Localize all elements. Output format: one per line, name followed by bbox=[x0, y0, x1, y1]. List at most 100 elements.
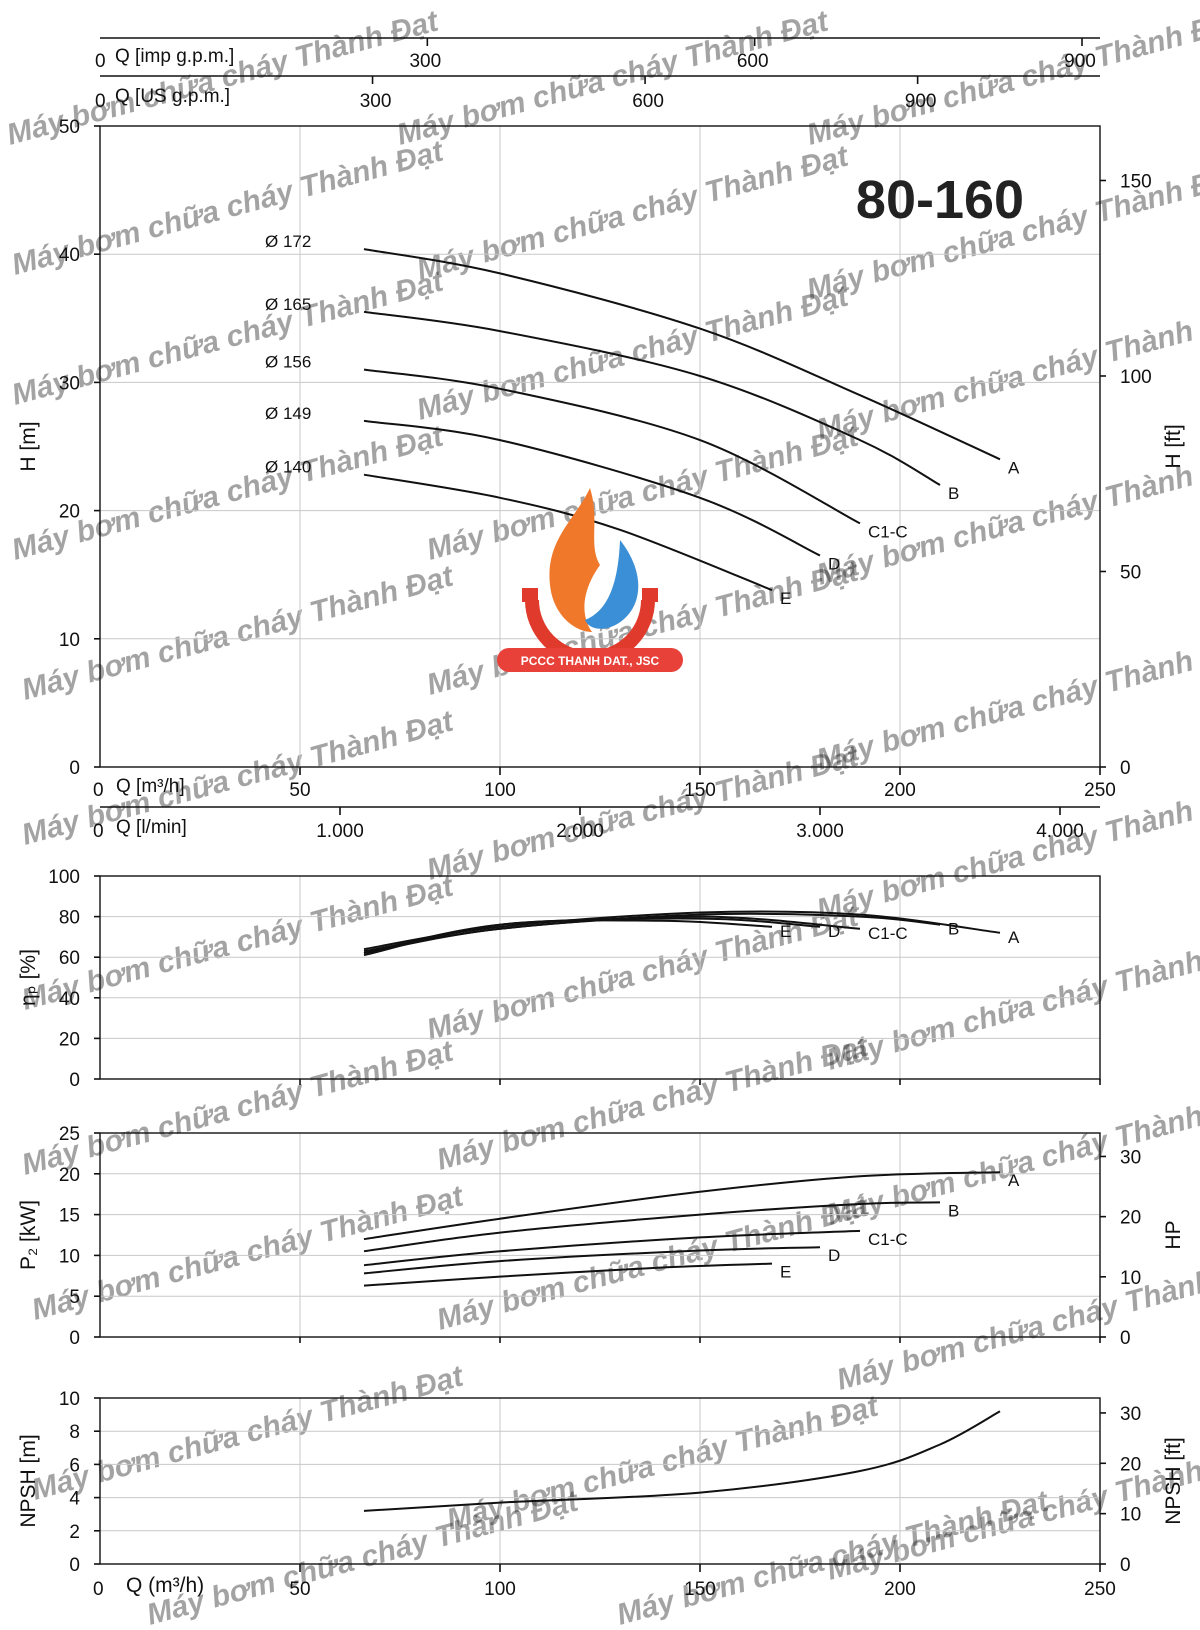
y-axis-title-efficiency: ηₚ [%] bbox=[17, 949, 40, 1006]
watermark-text: Máy bơm chữa cháy Thành Đạt bbox=[423, 739, 863, 887]
curve-end-label: A bbox=[1008, 928, 1020, 947]
y-right-tick-label: 0 bbox=[1120, 1555, 1131, 1576]
lmin-axis-tick-label: 2.000 bbox=[556, 821, 604, 842]
y-tick-label: 50 bbox=[59, 117, 80, 138]
watermark-text: Máy bơm chữa cháy Thành Đạt bbox=[813, 629, 1200, 777]
y-tick-label: 40 bbox=[59, 245, 80, 266]
y-tick-label: 10 bbox=[59, 1246, 80, 1267]
q-axis-tick-label: 200 bbox=[884, 780, 916, 801]
logo-banner-text: PCCC THANH DAT., JSC bbox=[521, 654, 660, 668]
watermark-text: Máy bơm chữa cháy Thành Đạt bbox=[18, 1034, 458, 1182]
bottom-axis-tick-label: 250 bbox=[1084, 1579, 1116, 1600]
watermark-text: Máy bơm chữa cháy Thành Đạt bbox=[28, 1359, 468, 1507]
logo-drop bbox=[585, 540, 639, 629]
impeller-diameter-label: Ø 149 bbox=[265, 404, 311, 423]
y-axis-title-power: P₂ [kW] bbox=[17, 1200, 40, 1270]
y-right-tick-label: 10 bbox=[1120, 1268, 1141, 1289]
plot-frame bbox=[99, 1397, 1101, 1565]
impeller-diameter-label: Ø 140 bbox=[265, 458, 311, 477]
top-axis-imp-tick-label: 600 bbox=[737, 51, 769, 72]
curve-c1c-panel1 bbox=[363, 368, 861, 525]
watermark-text: Máy bơm chữa cháy Thành Đạt bbox=[18, 704, 458, 852]
curve-end-label: C1-C bbox=[868, 522, 908, 541]
y-tick-label: 0 bbox=[69, 1328, 80, 1349]
y-tick-label: 20 bbox=[59, 1165, 80, 1186]
bottom-axis-label: Q (m³/h) bbox=[126, 1574, 204, 1597]
curve-b-panel3 bbox=[363, 1201, 941, 1253]
curve-e-panel1 bbox=[363, 473, 773, 592]
axes: 5040302010015010050010080604020025201510… bbox=[17, 37, 1185, 1600]
y-tick-label: 4 bbox=[69, 1489, 80, 1510]
curve-c1c-panel3 bbox=[363, 1229, 861, 1267]
lmin-axis-tick-label: 3.000 bbox=[796, 821, 844, 842]
logo-gear-tooth-left bbox=[522, 588, 538, 602]
y-tick-label: 80 bbox=[59, 908, 80, 929]
y-tick-label: 6 bbox=[69, 1455, 80, 1476]
top-axis-imp-zero: 0 bbox=[95, 51, 106, 72]
lmin-axis-label: Q [l/min] bbox=[116, 817, 187, 838]
curve-end-label: E bbox=[780, 1263, 791, 1282]
lmin-axis-tick-label: 4.000 bbox=[1036, 821, 1084, 842]
y-right-tick-label: 30 bbox=[1120, 1147, 1141, 1168]
y-tick-label: 10 bbox=[59, 630, 80, 651]
curve-d-panel1 bbox=[363, 419, 821, 557]
curve-end-label: C1-C bbox=[868, 1230, 908, 1249]
q-axis-tick-label: 150 bbox=[684, 780, 716, 801]
curve-e-panel3 bbox=[363, 1262, 773, 1287]
watermark-text: Máy bơm chữa cháy Thành Đạt bbox=[823, 1084, 1200, 1232]
y-tick-label: 20 bbox=[59, 1029, 80, 1050]
y-right-tick-label: 20 bbox=[1120, 1208, 1141, 1229]
plot-frame bbox=[99, 875, 1101, 1080]
top-axis-imp-tick-label: 300 bbox=[409, 51, 441, 72]
y-tick-label: 60 bbox=[59, 948, 80, 969]
curve-end-label: A bbox=[1008, 1171, 1020, 1190]
y-right-axis-title-power: HP bbox=[1162, 1220, 1185, 1249]
y-tick-label: 30 bbox=[59, 373, 80, 394]
curve-e-panel2 bbox=[363, 919, 773, 957]
watermark-text: Máy bơm chữa cháy Thành Đạt bbox=[823, 929, 1200, 1077]
y-tick-label: 5 bbox=[69, 1287, 80, 1308]
top-axis-us-tick-label: 900 bbox=[905, 91, 937, 112]
y-tick-label: 100 bbox=[48, 867, 80, 888]
y-tick-label: 15 bbox=[59, 1206, 80, 1227]
y-tick-label: 40 bbox=[59, 989, 80, 1010]
top-axis-imp-label: Q [imp g.p.m.] bbox=[115, 46, 234, 67]
lmin-axis-tick-label: 1.000 bbox=[316, 821, 364, 842]
watermark-text: Máy bơm chữa cháy Thành Đạt bbox=[8, 419, 448, 567]
impeller-diameter-label: Ø 165 bbox=[265, 295, 311, 314]
company-logo: PCCC THANH DAT., JSC bbox=[497, 488, 683, 672]
watermark-text: Máy bơm chữa cháy Thành Đạt bbox=[813, 444, 1200, 592]
top-axis-us-tick-label: 600 bbox=[632, 91, 664, 112]
plot-frame bbox=[99, 1132, 1101, 1338]
logo-gear-tooth-right bbox=[642, 588, 658, 602]
curve-end-label: D bbox=[828, 1246, 840, 1265]
y-right-axis-title-head: H [ft] bbox=[1162, 424, 1185, 468]
plot-frame bbox=[99, 125, 1101, 768]
y-tick-label: 0 bbox=[69, 758, 80, 779]
curve-end-label: E bbox=[780, 922, 791, 941]
y-tick-label: 20 bbox=[59, 502, 80, 523]
curve-end-label: B bbox=[948, 1201, 959, 1220]
y-right-tick-label: 20 bbox=[1120, 1454, 1141, 1475]
y-axis-title-npsh: NPSH [m] bbox=[17, 1434, 40, 1527]
watermark-text: Máy bơm chữa cháy Thành Đạt bbox=[413, 279, 853, 427]
watermark-text: Máy bơm chữa cháy Thành Đạt bbox=[433, 1029, 873, 1177]
y-tick-label: 10 bbox=[59, 1389, 80, 1410]
watermark-text: Máy bơm chữa cháy Thành Đạt bbox=[143, 1484, 583, 1630]
y-tick-label: 0 bbox=[69, 1555, 80, 1576]
curve-end-label: C1-C bbox=[868, 924, 908, 943]
model-title: 80-160 bbox=[856, 170, 1024, 230]
y-tick-label: 25 bbox=[59, 1124, 80, 1145]
y-right-axis-title-npsh: NPSH [ft] bbox=[1162, 1437, 1185, 1525]
top-axis-us-label: Q [US g.p.m.] bbox=[115, 86, 230, 107]
bottom-axis-tick-label: 100 bbox=[484, 1579, 516, 1600]
watermark-text: Máy bơm chữa cháy Thành Đạt bbox=[18, 559, 458, 707]
y-right-tick-label: 0 bbox=[1120, 758, 1131, 779]
plot-frames bbox=[94, 125, 1106, 1565]
watermark-text: Máy bơm chữa cháy Thành Đạt bbox=[833, 1249, 1200, 1397]
impeller-diameter-label: Ø 172 bbox=[265, 232, 311, 251]
watermark-text: Máy bơm chữa cháy Thành Đạt bbox=[413, 139, 853, 287]
bottom-axis-zero: 0 bbox=[93, 1579, 104, 1600]
curve-b-panel1 bbox=[363, 310, 941, 486]
